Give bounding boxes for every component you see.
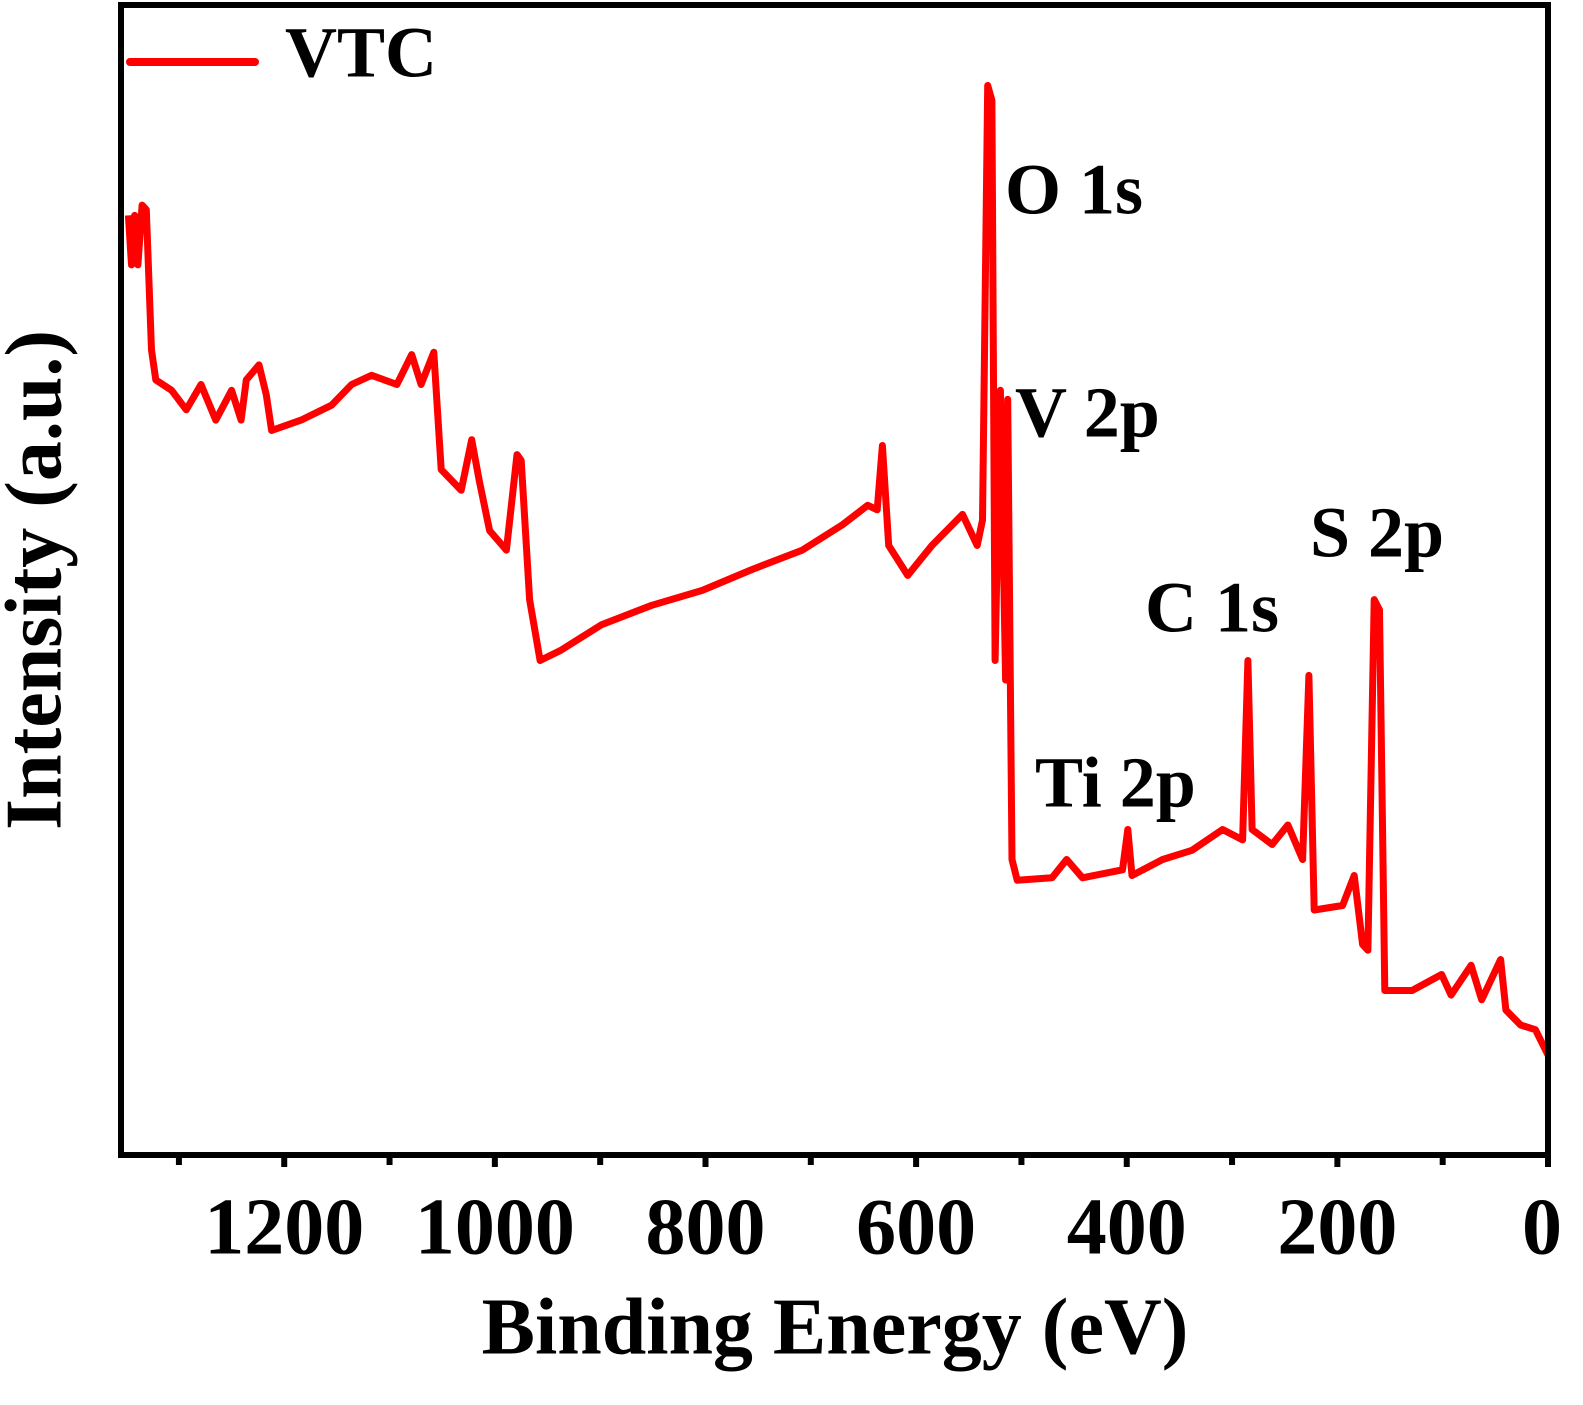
peak-label: O 1s <box>1005 150 1143 230</box>
plot-frame <box>118 2 1551 1158</box>
spectrum-line <box>124 82 1552 1057</box>
x-tick-label: 800 <box>645 1183 765 1271</box>
x-tick-label: 200 <box>1277 1183 1397 1271</box>
x-axis-title: Binding Energy (eV) <box>482 1283 1189 1371</box>
x-tick-label: 1000 <box>415 1183 575 1271</box>
peak-label: C 1s <box>1145 568 1279 648</box>
legend-label: VTC <box>285 13 437 93</box>
peak-label: V 2p <box>1015 373 1160 453</box>
x-tick-label: 1200 <box>204 1183 364 1271</box>
peak-label: Ti 2p <box>1035 743 1196 823</box>
y-axis-title: Intensity (a.u.) <box>0 330 78 830</box>
x-tick-label: 0 <box>1522 1183 1562 1271</box>
peak-label: S 2p <box>1310 493 1444 573</box>
x-tick-label: 400 <box>1067 1183 1187 1271</box>
x-tick-label: 600 <box>856 1183 976 1271</box>
